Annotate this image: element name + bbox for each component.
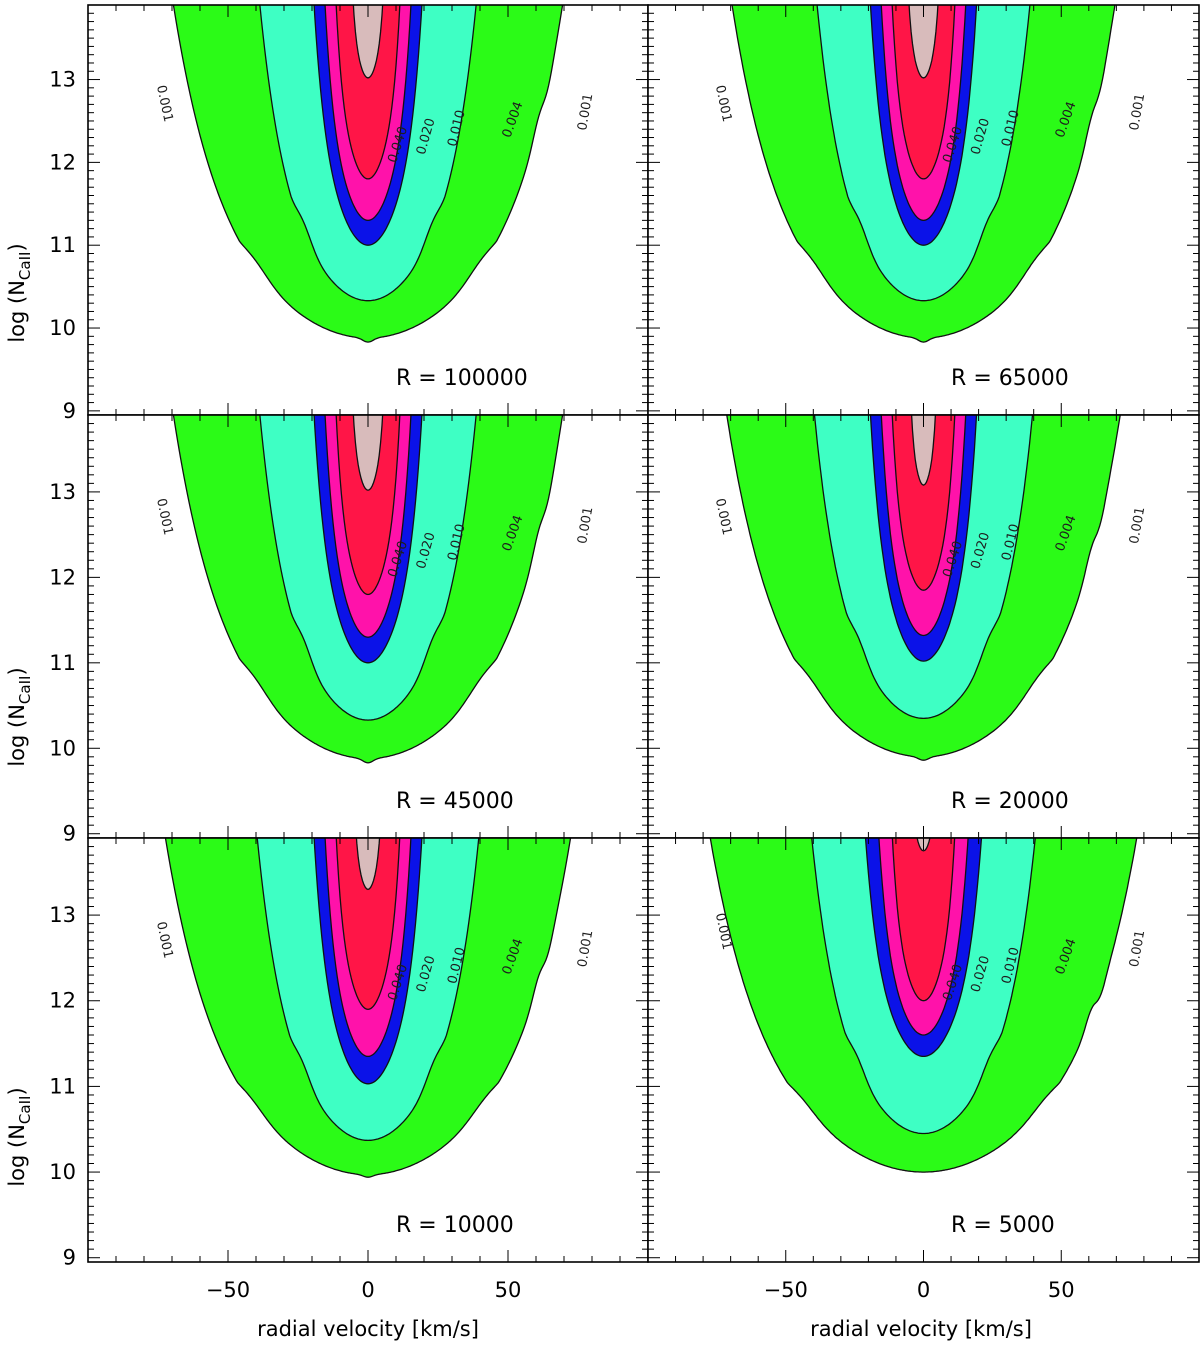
y-tick-label: 11 xyxy=(49,1074,76,1098)
x-tick-label: −50 xyxy=(206,1278,250,1302)
resolution-annotation: R = 20000 xyxy=(951,789,1069,814)
contour-region-c040 xyxy=(891,838,956,1002)
y-tick-label: 13 xyxy=(49,903,76,927)
contour-region-core xyxy=(352,5,384,79)
axis-ticks xyxy=(88,4,648,415)
contour-label: 0.001 xyxy=(1127,929,1148,968)
contour-label: 0.001 xyxy=(1127,506,1148,545)
contour-label: 0.001 xyxy=(575,506,596,545)
axis-ticks xyxy=(648,4,1199,415)
contour-region-core xyxy=(355,838,381,891)
y-axis-title-row-1: log (NCaII) xyxy=(5,243,34,342)
contour-region-core xyxy=(908,5,939,79)
y-tick-label: 10 xyxy=(49,316,76,340)
y-tick-label: 12 xyxy=(49,989,76,1013)
x-axis-title-left: radial velocity [km/s] xyxy=(257,1317,479,1341)
y-tick-label: 9 xyxy=(63,1246,76,1270)
contour-region-core xyxy=(352,415,384,491)
y-tick-label: 10 xyxy=(49,1160,76,1184)
x-tick-label: 50 xyxy=(1048,1278,1075,1302)
contour-region-c040 xyxy=(891,415,956,591)
resolution-annotation: R = 65000 xyxy=(951,366,1069,391)
contour-label: 0.001 xyxy=(575,92,596,131)
x-tick-label: 0 xyxy=(361,1278,374,1302)
svg-text:log (NCaII): log (NCaII) xyxy=(5,667,34,766)
x-tick-label: 0 xyxy=(917,1278,930,1302)
svg-text:log (NCaII): log (NCaII) xyxy=(5,1087,34,1186)
y-tick-label: 9 xyxy=(63,822,76,846)
y-tick-label: 9 xyxy=(63,399,76,423)
contour-region-c040 xyxy=(335,415,401,596)
x-tick-label: 50 xyxy=(495,1278,522,1302)
contour-label: 0.001 xyxy=(1127,92,1148,131)
y-tick-label: 12 xyxy=(49,150,76,174)
contour-region-c040 xyxy=(335,5,401,180)
y-tick-label: 12 xyxy=(49,565,76,589)
axis-ticks xyxy=(88,837,648,1262)
y-tick-label: 13 xyxy=(49,480,76,504)
contour-label: 0.001 xyxy=(575,929,596,968)
contour-region-core xyxy=(910,415,937,486)
contour-region-c040 xyxy=(891,5,956,180)
y-tick-label: 11 xyxy=(49,233,76,257)
x-tick-label: −50 xyxy=(764,1278,808,1302)
y-tick-label: 11 xyxy=(49,651,76,675)
resolution-annotation: R = 100000 xyxy=(396,366,528,391)
resolution-annotation: R = 5000 xyxy=(951,1213,1055,1238)
axis-ticks xyxy=(648,837,1199,1262)
contour-region-c040 xyxy=(335,838,401,1010)
y-axis-title-row-2: log (NCaII) xyxy=(5,667,34,766)
y-axis-title-row-3: log (NCaII) xyxy=(5,1087,34,1186)
axis-ticks xyxy=(648,414,1199,838)
y-tick-label: 10 xyxy=(49,736,76,760)
axis-ticks xyxy=(88,414,648,838)
y-tick-label: 13 xyxy=(49,68,76,92)
x-axis-title-right: radial velocity [km/s] xyxy=(810,1317,1032,1341)
resolution-annotation: R = 45000 xyxy=(396,789,514,814)
resolution-annotation: R = 10000 xyxy=(396,1213,514,1238)
svg-text:log (NCaII): log (NCaII) xyxy=(5,243,34,342)
